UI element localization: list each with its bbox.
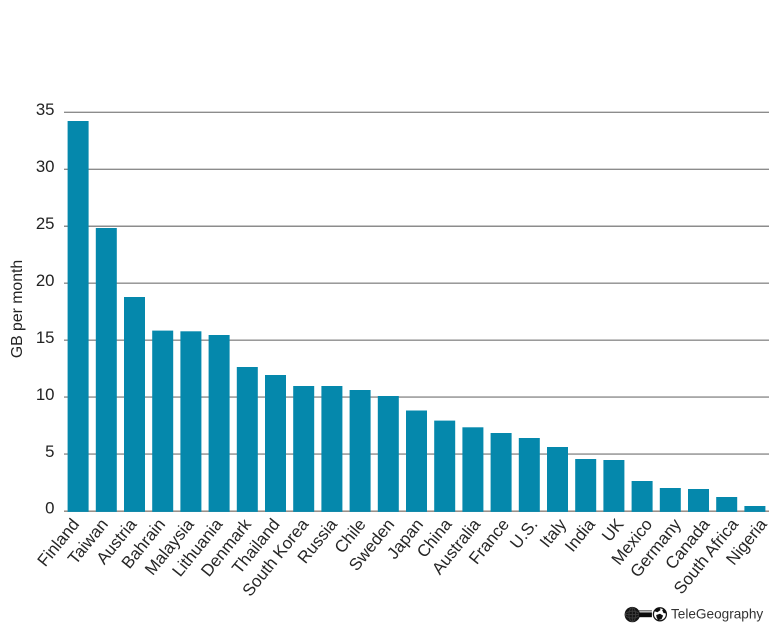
svg-text:35: 35 — [36, 100, 55, 119]
svg-text:20: 20 — [36, 271, 55, 290]
svg-text:15: 15 — [36, 328, 55, 347]
svg-text:5: 5 — [45, 442, 54, 461]
svg-text:GB per month: GB per month — [9, 260, 26, 358]
svg-text:0: 0 — [45, 499, 54, 518]
svg-text:30: 30 — [36, 157, 55, 176]
svg-text:10: 10 — [36, 385, 55, 404]
svg-text:TeleGeography: TeleGeography — [671, 606, 763, 621]
svg-text:25: 25 — [36, 214, 55, 233]
